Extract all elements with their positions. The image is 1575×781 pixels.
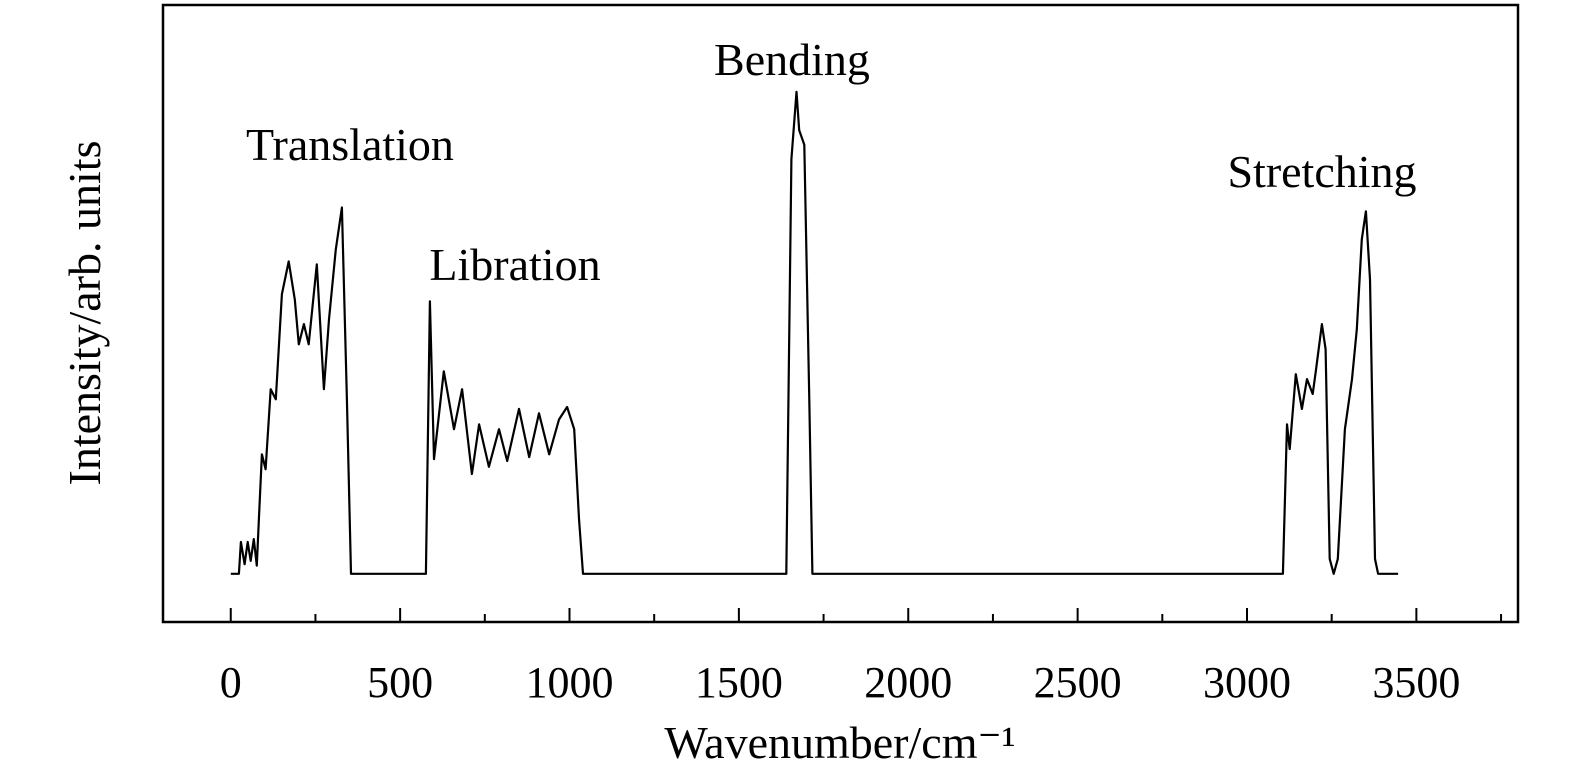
x-tick-label: 3000 xyxy=(1203,658,1291,707)
spectrum-line xyxy=(230,90,1399,575)
annotation: Libration xyxy=(429,239,600,290)
x-tick-label: 1500 xyxy=(695,658,783,707)
y-axis-label: Intensity/arb. units xyxy=(59,141,110,486)
annotation: Stretching xyxy=(1227,146,1416,197)
annotation: Translation xyxy=(246,119,454,170)
plot-frame xyxy=(161,3,1520,624)
x-tick-label: 3500 xyxy=(1372,658,1460,707)
x-tick-label: 1000 xyxy=(526,658,614,707)
x-axis-label: Wavenumber/cm⁻¹ xyxy=(664,717,1015,768)
x-tick-label: 2000 xyxy=(864,658,952,707)
x-tick-label: 500 xyxy=(367,658,433,707)
annotation: Bending xyxy=(714,34,870,85)
x-tick-label: 0 xyxy=(220,658,242,707)
x-tick-label: 2500 xyxy=(1034,658,1122,707)
